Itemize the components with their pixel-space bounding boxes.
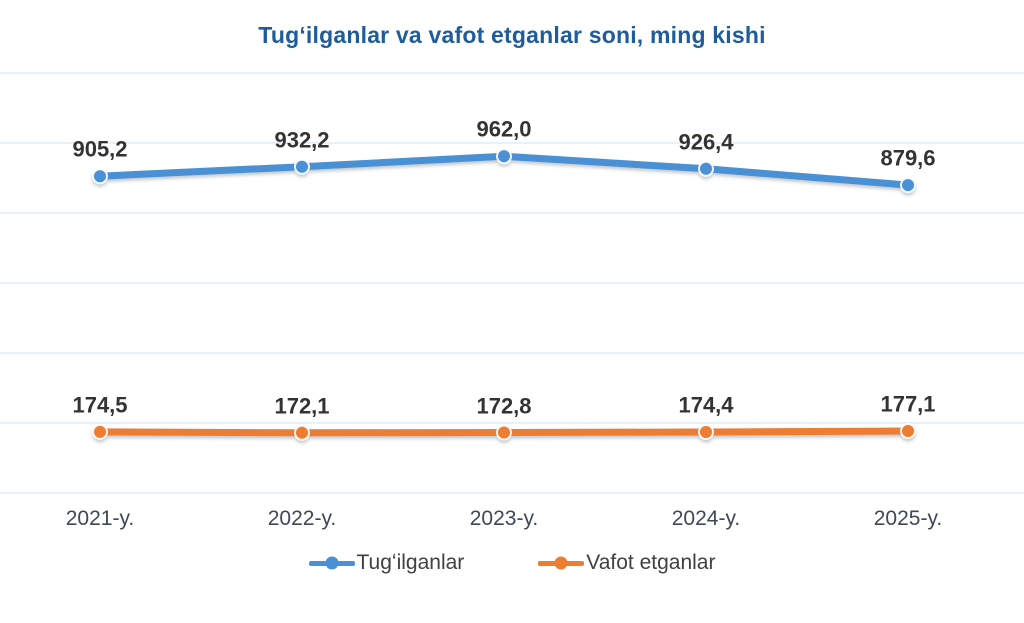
chart-legend: Tugʻilganlar Vafot etganlar [0, 551, 1024, 575]
x-axis-label: 2024-y. [671, 507, 741, 530]
data-label: 177,1 [880, 391, 936, 417]
x-axis-label: 2022-y. [267, 507, 337, 530]
data-point-marker [496, 424, 512, 441]
data-point-marker [698, 424, 714, 440]
legend-label: Vafot etganlar [586, 551, 716, 574]
data-label: 172,1 [274, 393, 330, 419]
legend-label: Tugʻilganlar [356, 551, 465, 574]
chart-title: Tugʻilganlar va vafot etganlar soni, min… [258, 22, 766, 48]
data-point-marker [900, 423, 916, 439]
data-point-marker [294, 424, 310, 441]
data-label: 174,5 [72, 392, 128, 418]
legend-item: Vafot etganlar [538, 551, 715, 575]
data-point-marker [92, 168, 108, 185]
x-axis-label: 2023-y. [469, 507, 539, 530]
data-label: 905,2 [72, 136, 128, 162]
data-point-marker [900, 177, 916, 194]
legend-line-marker-icon [538, 556, 585, 570]
legend-dot-icon [554, 556, 568, 570]
data-label: 926,4 [678, 129, 734, 155]
data-point-marker [698, 160, 714, 177]
legend-line-marker-icon [308, 556, 355, 570]
data-point-marker [294, 158, 310, 175]
data-label: 962,0 [476, 117, 532, 142]
x-axis-label: 2025-y. [873, 507, 943, 530]
data-label: 172,8 [476, 393, 532, 419]
legend-dot-icon [325, 556, 338, 570]
legend-item: Tugʻilganlar [308, 551, 465, 575]
data-label: 174,4 [678, 392, 734, 418]
data-point-marker [92, 423, 108, 440]
data-label: 932,2 [274, 127, 330, 153]
x-axis-label: 2021-y. [65, 507, 135, 530]
data-point-marker [496, 148, 512, 165]
data-label: 879,6 [880, 145, 936, 171]
